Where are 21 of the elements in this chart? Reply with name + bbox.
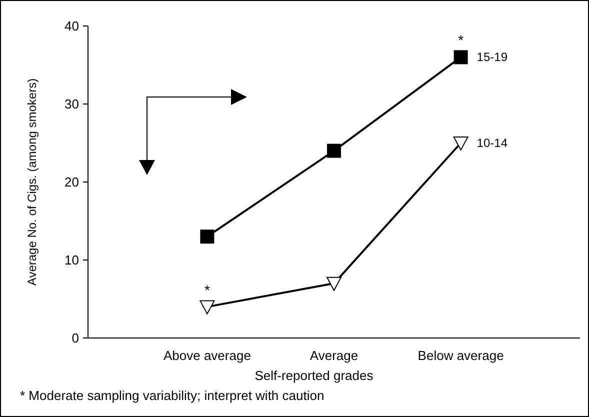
point (200, 300, 215, 314)
annotation: * (458, 32, 464, 48)
text: * Moderate sampling variability; interpret with caution (20, 388, 324, 403)
x-tick-label: Average (310, 348, 358, 363)
point (454, 50, 468, 64)
series-label: 10-14 (476, 136, 508, 150)
y-tick-label: 30 (64, 96, 79, 112)
series-label: 15-19 (476, 50, 508, 64)
point (200, 230, 214, 244)
y-tick-label: 40 (64, 18, 79, 34)
y-axis-title: Average No. of Cigs. (among smokers) (25, 78, 39, 286)
x-axis-title: Self-reported grades (254, 368, 374, 383)
y-tick-label: 20 (64, 174, 79, 190)
point (327, 144, 341, 158)
x-tick-label: Below average (418, 348, 504, 363)
y-tick-label: 10 (64, 252, 79, 268)
x-tick-label: Above average (163, 348, 251, 363)
y-tick-label: 0 (72, 330, 79, 346)
point (326, 276, 342, 291)
point (453, 136, 468, 150)
annotation: * (204, 282, 210, 298)
